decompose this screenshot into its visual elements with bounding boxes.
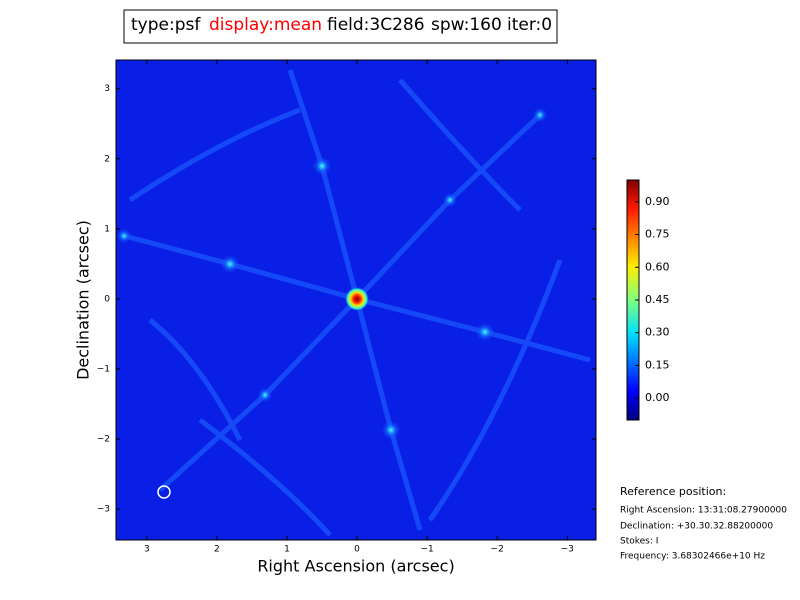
y-tick-label: −2 bbox=[97, 435, 110, 445]
reference-line: Declination: +30.30.32.88200000 bbox=[620, 522, 773, 532]
image bbox=[115, 59, 597, 541]
reference-heading: Reference position: bbox=[620, 485, 726, 498]
colorbar-tick-label: 0.30 bbox=[645, 326, 670, 339]
x-tick-label: 3 bbox=[144, 545, 150, 555]
reference-line: Frequency: 3.68302466e+10 Hz bbox=[620, 552, 765, 562]
y-tick-label: 0 bbox=[104, 294, 110, 304]
x-tick-label: 2 bbox=[214, 545, 220, 555]
y-axis-label: Declination (arcsec) bbox=[74, 220, 93, 380]
colorbar-tick-label: 0.60 bbox=[645, 260, 670, 273]
image-spots bbox=[117, 108, 547, 439]
x-tick-label: −1 bbox=[420, 545, 433, 555]
colorbar-tick-label: 0.90 bbox=[645, 195, 670, 208]
colorbar-tick-label: 0.15 bbox=[645, 358, 670, 371]
x-tick-label: −2 bbox=[491, 545, 504, 555]
title-box bbox=[123, 9, 558, 44]
colorbar-tick-label: 0.45 bbox=[645, 293, 670, 306]
beam-marker bbox=[157, 485, 171, 499]
x-tick-label: 1 bbox=[284, 545, 290, 555]
reference-line: Right Ascension: 13:31:08.27900000 bbox=[620, 506, 787, 516]
x-tick-label: 0 bbox=[354, 545, 360, 555]
title-part: type:psf bbox=[131, 15, 201, 35]
title-part: field:3C286 bbox=[327, 15, 425, 35]
reference-line: Stokes: I bbox=[620, 537, 658, 547]
plot-frame bbox=[115, 59, 597, 541]
y-tick-label: 1 bbox=[104, 224, 110, 234]
colorbar-tick-label: 0.00 bbox=[645, 391, 670, 404]
y-tick-label: 3 bbox=[104, 84, 110, 94]
y-tick-label: −1 bbox=[97, 365, 110, 375]
colorbar-tick-label: 0.75 bbox=[645, 228, 670, 241]
y-tick-label: −3 bbox=[97, 505, 110, 515]
y-tick-label: 2 bbox=[104, 154, 110, 164]
x-tick-label: −3 bbox=[561, 545, 574, 555]
title-part: iter:0 bbox=[507, 15, 552, 35]
x-axis-label: Right Ascension (arcsec) bbox=[257, 557, 454, 576]
title-part: display:mean bbox=[209, 15, 322, 35]
title-part: spw:160 bbox=[431, 15, 502, 35]
